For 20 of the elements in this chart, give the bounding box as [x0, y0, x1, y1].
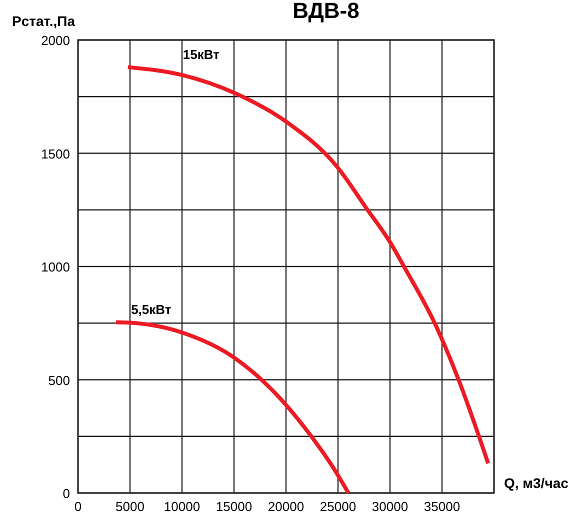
x-tick-label: 20000 [268, 499, 304, 514]
x-tick-label: 25000 [320, 499, 356, 514]
chart-title: ВДВ-8 [292, 0, 360, 23]
y-tick-label: 500 [48, 372, 70, 388]
x-tick-label: 15000 [216, 499, 252, 514]
x-tick-label: 0 [74, 499, 82, 514]
y-tick-label: 1500 [41, 146, 70, 162]
x-tick-label: 30000 [372, 499, 408, 514]
series-label: 5,5кВт [131, 302, 172, 318]
y-tick-label: 2000 [41, 33, 70, 48]
x-axis-title: Q, м3/час [504, 475, 569, 491]
line-series [114, 320, 350, 495]
y-tick-label: 1000 [41, 260, 70, 274]
x-tick-label: 35000 [424, 499, 460, 514]
x-tick-label: 5000 [116, 499, 144, 514]
x-tick-label: 10000 [164, 499, 200, 514]
y-axis-title: Рстат.,Па [12, 13, 76, 29]
line-series [126, 65, 490, 466]
series-label: 15кВт [182, 47, 220, 62]
y-tick-label: 0 [62, 486, 70, 501]
